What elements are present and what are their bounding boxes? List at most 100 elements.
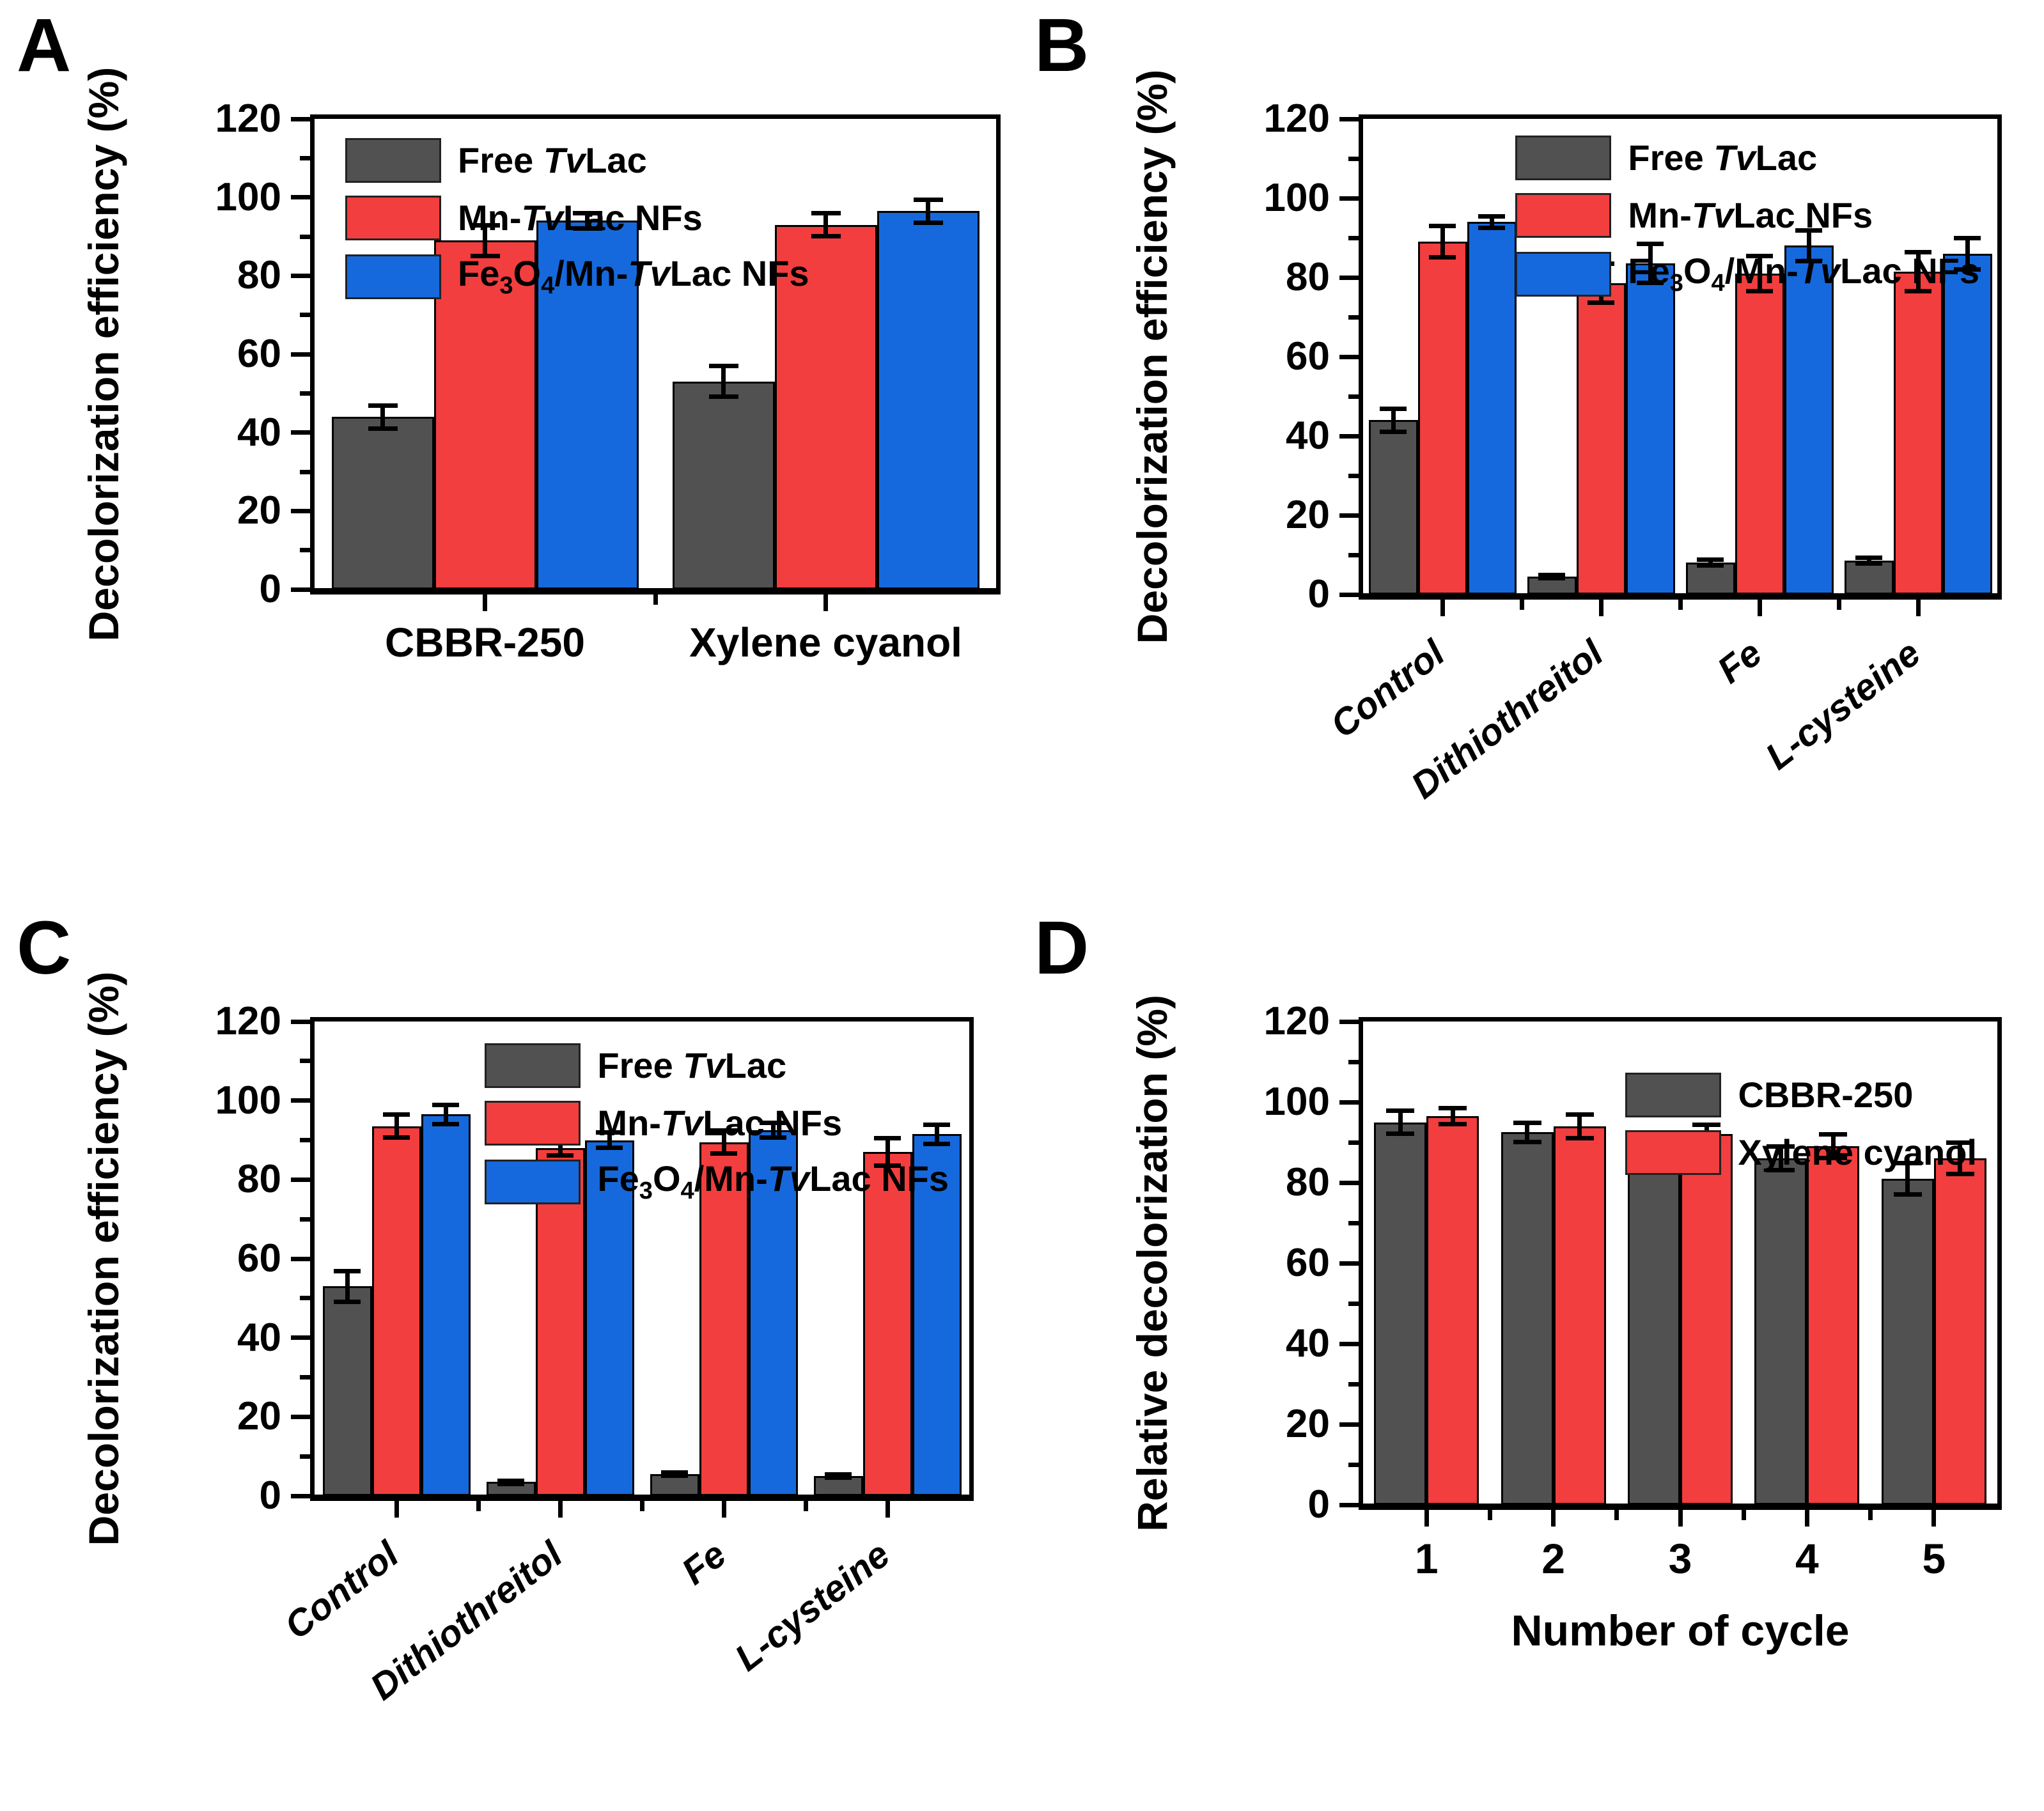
error-bar	[443, 1104, 448, 1124]
y-minor-tick	[1348, 1462, 1359, 1467]
x-major-tick	[1551, 1510, 1556, 1527]
error-bar-cap-top	[596, 1130, 623, 1135]
y-minor-tick	[300, 469, 310, 474]
x-major-tick	[1757, 600, 1762, 616]
bar-blue-3	[748, 1130, 798, 1496]
error-bar	[483, 224, 487, 256]
error-bar-cap-top	[470, 222, 500, 228]
x-minor-tick	[1868, 1510, 1873, 1520]
y-tick-label: 80	[237, 253, 281, 298]
y-major-tick	[291, 273, 310, 278]
error-bar-cap-bottom	[368, 426, 398, 431]
error-bar	[1806, 229, 1811, 262]
error-bar-cap-bottom	[1819, 1156, 1848, 1161]
error-bar-cap-top	[1429, 224, 1456, 229]
bar-gray-2	[1501, 1132, 1554, 1505]
x-minor-tick	[803, 1501, 808, 1511]
y-major-tick	[1339, 592, 1359, 597]
x-major-tick	[721, 1501, 726, 1518]
x-axis-line	[1359, 1504, 2002, 1510]
error-bar-cap-bottom	[1746, 288, 1773, 293]
y-major-tick	[291, 1098, 310, 1103]
error-bar-cap-bottom	[470, 253, 500, 258]
error-bar-cap-bottom	[1538, 576, 1565, 581]
error-bar-cap-bottom	[811, 234, 841, 238]
legend-swatch-blue	[1515, 251, 1612, 297]
x-minor-tick	[1519, 600, 1524, 610]
bar-red-3	[1735, 273, 1784, 595]
error-bar-cap-top	[334, 1268, 361, 1273]
error-bar-cap-bottom	[1697, 563, 1724, 568]
y-major-tick	[291, 1019, 310, 1024]
error-bar-cap-top	[1767, 1144, 1795, 1149]
y-axis-label: Relative decolorization (%)	[1128, 995, 1176, 1532]
error-bar-cap-bottom	[710, 1151, 737, 1156]
x-major-tick	[1424, 1510, 1429, 1527]
y-minor-tick	[300, 155, 310, 160]
y-tick-label: 80	[237, 1157, 281, 1202]
bar-red-1	[371, 1126, 421, 1496]
legend-item: Xylene cyanol	[1625, 1130, 1977, 1175]
category-label: 3	[1668, 1535, 1692, 1582]
error-bar-cap-top	[825, 1472, 852, 1477]
error-bar-cap-top	[1538, 573, 1565, 577]
error-bar	[607, 1132, 612, 1148]
category-label: Xylene cyanol	[689, 619, 962, 665]
error-bar-cap-top	[710, 1128, 737, 1133]
error-bar-cap-bottom	[1386, 1131, 1415, 1137]
y-major-tick	[291, 430, 310, 435]
y-minor-tick	[300, 391, 310, 396]
y-major-tick	[1339, 1019, 1359, 1024]
y-minor-tick	[1348, 235, 1359, 240]
y-major-tick	[1339, 354, 1359, 359]
error-bar-cap-top	[708, 364, 738, 369]
error-bar-cap-top	[1855, 556, 1882, 561]
error-bar-cap-top	[760, 1120, 786, 1125]
y-major-tick	[1339, 1341, 1359, 1346]
y-major-tick	[291, 1177, 310, 1182]
panel-letter-b: B	[1034, 3, 1089, 88]
error-bar-cap-top	[811, 211, 841, 216]
y-major-tick	[291, 1414, 310, 1419]
legend-label: Free TvLac	[458, 139, 647, 180]
legend-label: Free TvLac	[597, 1045, 787, 1085]
bar-gray-3	[1628, 1150, 1680, 1505]
legend: Free TvLac Mn-TvLac NFs Fe3O4/Mn-TvLac NFs	[1515, 136, 1979, 311]
legend-swatch-gray	[345, 138, 441, 183]
y-major-tick	[291, 195, 310, 200]
error-bar-cap-top	[923, 1122, 950, 1127]
x-minor-tick	[1678, 600, 1683, 610]
y-major-tick	[1339, 116, 1359, 121]
panel-c: C Decolorization efficiency (%) 0 20 40 60 80 1…	[0, 905, 1022, 1811]
y-minor-tick	[300, 234, 310, 239]
error-bar	[1648, 244, 1653, 284]
y-minor-tick	[1348, 1381, 1359, 1387]
error-bar-cap-bottom	[1905, 288, 1931, 293]
error-bar	[1965, 238, 1970, 270]
error-bar-cap-bottom	[1954, 267, 1981, 272]
y-minor-tick	[1348, 1220, 1359, 1225]
y-axis-label: Decolorization efficiency (%)	[1128, 69, 1176, 644]
error-bar-cap-bottom	[825, 1475, 852, 1481]
error-bar-cap-bottom	[1855, 561, 1882, 566]
x-major-tick	[1931, 1510, 1937, 1527]
error-bar	[1778, 1146, 1783, 1171]
error-bar-cap-top	[1954, 236, 1981, 240]
error-bar	[1398, 1110, 1403, 1135]
bar-blue-1	[1467, 222, 1517, 595]
legend-swatch-gray	[1515, 136, 1612, 180]
y-tick-label: 100	[215, 175, 281, 219]
error-bar	[934, 1124, 939, 1144]
y-major-tick	[1339, 1100, 1359, 1105]
legend-swatch-red	[1515, 193, 1612, 238]
category-label: Control	[277, 1533, 407, 1647]
x-major-tick	[1598, 600, 1603, 616]
error-bar	[394, 1114, 399, 1139]
y-minor-tick	[1348, 1301, 1359, 1306]
y-minor-tick	[1348, 552, 1359, 557]
error-bar	[1708, 559, 1713, 566]
panel-a: A Decolorization efficiency (%) 0 20 40 60 80 1…	[0, 0, 1022, 905]
error-bar-cap-bottom	[913, 220, 943, 225]
bar-red-4	[862, 1152, 912, 1496]
